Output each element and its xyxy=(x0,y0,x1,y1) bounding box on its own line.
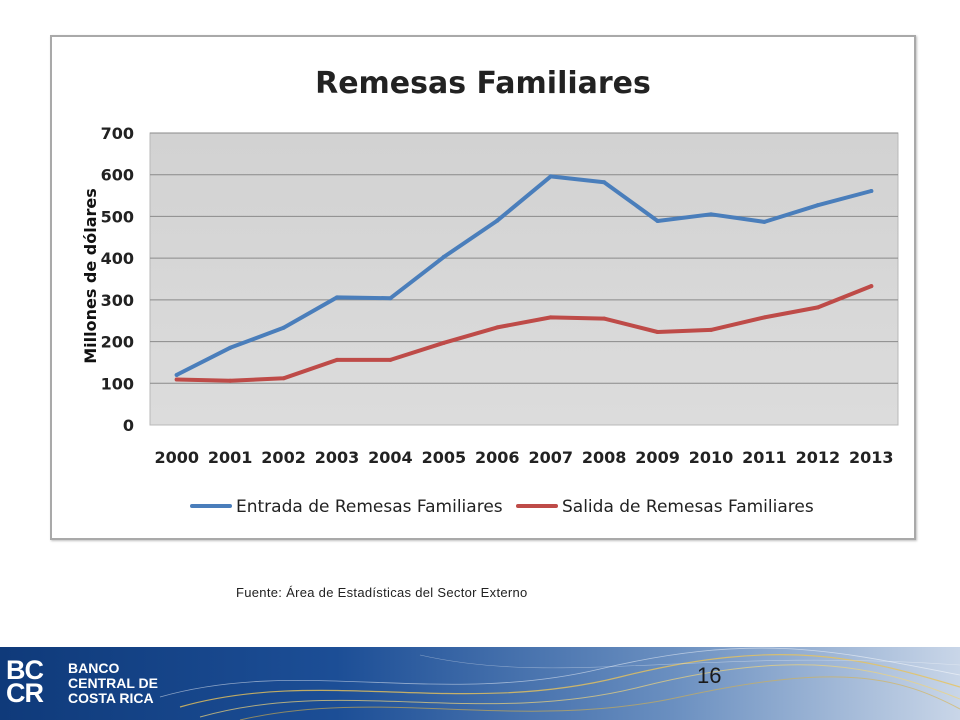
data-point xyxy=(869,188,874,193)
data-point xyxy=(602,316,607,321)
data-point xyxy=(815,203,820,208)
data-point xyxy=(655,219,660,224)
plot-area xyxy=(149,132,899,426)
chart-container: Remesas Familiares Millones de dólares 0… xyxy=(50,35,916,540)
x-tick-label: 2003 xyxy=(315,448,360,467)
data-point xyxy=(228,378,233,383)
y-axis-label: Millones de dólares xyxy=(81,188,100,364)
y-tick-label: 0 xyxy=(123,416,134,435)
x-tick-label: 2011 xyxy=(742,448,787,467)
data-point xyxy=(281,376,286,381)
x-tick-label: 2000 xyxy=(154,448,199,467)
data-point xyxy=(388,357,393,362)
x-tick-label: 2004 xyxy=(368,448,413,467)
y-tick-label: 400 xyxy=(101,249,134,268)
data-point xyxy=(709,327,713,332)
y-tick-label: 300 xyxy=(101,291,134,310)
x-tick-label: 2005 xyxy=(422,448,467,467)
y-tick-label: 100 xyxy=(101,374,134,393)
data-point xyxy=(335,295,339,300)
data-point xyxy=(281,325,286,330)
x-tick-label: 2008 xyxy=(582,448,627,467)
x-tick-label: 2006 xyxy=(475,448,520,467)
data-point xyxy=(495,218,500,223)
x-tick-label: 2001 xyxy=(208,448,253,467)
source-note: Fuente: Área de Estadísticas del Sector … xyxy=(236,585,528,600)
data-point xyxy=(548,315,553,320)
data-point xyxy=(709,212,713,217)
data-point xyxy=(335,357,339,362)
legend-entry: Salida de Remesas Familiares xyxy=(562,497,814,517)
data-point xyxy=(495,325,500,330)
data-point xyxy=(762,219,767,224)
x-tick-label: 2013 xyxy=(849,448,894,467)
series-lines xyxy=(174,174,874,383)
x-tick-label: 2002 xyxy=(261,448,306,467)
data-point xyxy=(548,174,553,179)
data-point xyxy=(441,254,446,259)
data-point xyxy=(602,180,607,185)
data-point xyxy=(441,340,446,345)
x-axis-ticks: 2000 2001 2002 2003 2004 2005 2006 2007 2008 2009… xyxy=(154,448,893,467)
page-number: 16 xyxy=(697,663,722,688)
legend-entry: Entrada de Remesas Familiares xyxy=(236,497,503,517)
y-tick-label: 500 xyxy=(101,207,134,226)
line-chart: Remesas Familiares Millones de dólares 0… xyxy=(81,66,899,517)
chart-title: Remesas Familiares xyxy=(315,66,651,101)
series-line-entrada xyxy=(174,174,874,377)
data-point xyxy=(762,315,767,320)
data-point xyxy=(869,284,874,289)
x-tick-label: 2007 xyxy=(528,448,573,467)
bank-name: BANCO CENTRAL DE COSTA RICA xyxy=(68,660,158,706)
data-point xyxy=(174,377,179,382)
series-line-salida xyxy=(174,284,874,383)
bank-logo: BC CR xyxy=(6,655,44,708)
data-point xyxy=(174,372,179,377)
y-tick-label: 200 xyxy=(101,333,134,352)
data-point xyxy=(655,329,660,334)
footer-banner: BC CR BANCO CENTRAL DE COSTA RICA 16 xyxy=(0,647,960,720)
data-point xyxy=(388,296,393,301)
y-tick-label: 600 xyxy=(101,166,134,185)
legend: Entrada de Remesas Familiares Salida de R… xyxy=(190,497,814,517)
x-tick-label: 2010 xyxy=(689,448,734,467)
y-tick-label: 700 xyxy=(101,124,134,143)
footer-decoration xyxy=(159,647,960,720)
gridlines xyxy=(150,132,898,384)
data-point xyxy=(228,345,233,350)
y-axis-ticks: 0 100 200 300 400 500 600 700 xyxy=(101,124,134,435)
data-point xyxy=(815,305,820,310)
x-tick-label: 2012 xyxy=(796,448,841,467)
x-tick-label: 2009 xyxy=(635,448,680,467)
